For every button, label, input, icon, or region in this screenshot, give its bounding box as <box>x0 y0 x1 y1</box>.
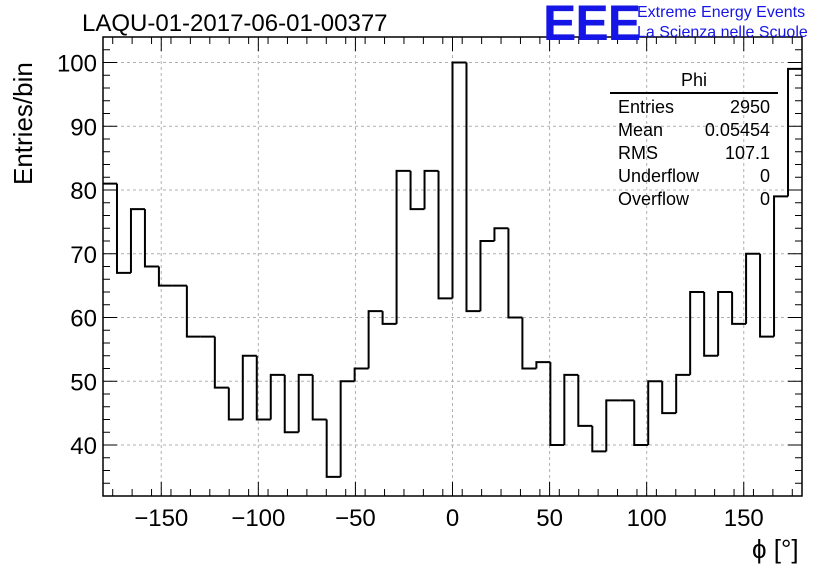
histogram-bin <box>395 169 411 324</box>
histogram-bin <box>367 310 383 369</box>
y-tick-label: 40 <box>70 433 97 460</box>
histogram-bin <box>521 317 537 370</box>
histogram-bin <box>661 381 677 415</box>
histogram-bin <box>157 266 173 287</box>
stats-row-entries: Entries 2950 <box>610 96 778 119</box>
stats-value: 0.05454 <box>704 120 770 140</box>
stats-value: 0 <box>759 166 770 186</box>
histogram-bin <box>759 253 775 338</box>
histogram-bin <box>493 227 509 241</box>
histogram-bin <box>185 285 201 338</box>
histogram-bars <box>103 61 802 478</box>
logo-tagline-1: Extreme Energy Events <box>637 4 806 21</box>
histogram-bin <box>227 387 243 421</box>
chart-title: LAQU-01-2017-06-01-00377 <box>82 10 388 37</box>
y-axis-label: Entries/bin <box>8 62 38 185</box>
histogram-bin <box>647 380 663 445</box>
histogram-bin <box>591 425 607 453</box>
stats-title: Phi <box>610 70 778 94</box>
x-axis-label: ϕ [°] <box>752 534 799 564</box>
stats-label: Underflow <box>618 166 700 186</box>
stats-label: Mean <box>618 120 664 140</box>
histogram-bin <box>269 373 285 420</box>
y-tick-label: 70 <box>70 242 97 269</box>
stats-value: 2950 <box>729 97 770 117</box>
histogram-bin <box>577 374 593 427</box>
x-tick-label: −50 <box>335 505 376 532</box>
histogram-bin <box>479 240 495 312</box>
histogram-bin <box>255 355 271 421</box>
histogram-bin <box>507 228 523 319</box>
histogram-bin <box>423 169 439 210</box>
histogram-bin <box>409 170 425 211</box>
stats-row-mean: Mean 0.05454 <box>610 119 778 142</box>
histogram-bin <box>465 62 481 313</box>
stats-label: Overflow <box>618 189 690 209</box>
histogram-bin <box>311 374 327 421</box>
histogram-bin <box>787 67 802 197</box>
eee-logo: EEE <box>543 0 641 51</box>
histogram-bin <box>213 336 229 389</box>
histogram-bin <box>381 311 397 325</box>
histogram-bin <box>325 419 341 478</box>
histogram-bin <box>717 291 733 356</box>
histogram-bin <box>451 61 467 299</box>
histogram-bin <box>703 292 719 357</box>
stats-row-overflow: Overflow 0 <box>610 188 778 211</box>
histogram-bin <box>549 362 565 446</box>
histogram-bin <box>129 208 145 273</box>
x-tick-label: 150 <box>724 505 764 532</box>
histogram-bin <box>143 209 159 268</box>
histogram-bin <box>731 292 747 325</box>
stats-label: RMS <box>618 143 658 163</box>
x-tick-label: 0 <box>446 505 459 532</box>
stats-value: 0 <box>759 189 770 209</box>
x-tick-label: 50 <box>536 505 563 532</box>
axis-ticks: −150 −100 −50 0 50 100 150 40 50 60 70 80 90 100 <box>57 36 802 532</box>
histogram-bin <box>353 367 369 382</box>
histogram-bin <box>241 354 257 420</box>
stats-value: 107.1 <box>724 143 770 163</box>
logo-tagline-2: La Scienza nelle Scuole <box>637 24 808 41</box>
histogram-bin <box>563 373 579 445</box>
y-tick-label: 90 <box>70 114 97 141</box>
x-tick-label: −100 <box>231 505 285 532</box>
x-tick-label: −150 <box>134 505 188 532</box>
histogram-bin <box>437 170 453 300</box>
stats-row-underflow: Underflow 0 <box>610 165 778 188</box>
histogram-bin <box>339 380 355 477</box>
histogram-bin <box>535 361 551 369</box>
histogram-bin <box>773 195 789 337</box>
stats-box: Phi Entries 2950 Mean 0.05454 RMS 107.1 … <box>610 70 778 211</box>
histogram-bin <box>283 374 299 434</box>
histogram-bin <box>675 373 691 414</box>
histogram-bin <box>115 183 131 274</box>
stats-label: Entries <box>618 97 675 117</box>
y-tick-label: 100 <box>57 51 97 78</box>
y-tick-label: 80 <box>70 178 97 205</box>
x-tick-label: 100 <box>627 505 667 532</box>
stats-row-rms: RMS 107.1 <box>610 142 778 165</box>
y-tick-label: 50 <box>70 369 97 396</box>
histogram-bin <box>605 399 621 452</box>
y-tick-label: 60 <box>70 306 97 333</box>
histogram-bin <box>745 252 761 324</box>
histogram-bin <box>689 291 705 375</box>
histogram-bin <box>297 373 313 433</box>
histogram-bin <box>633 400 649 446</box>
